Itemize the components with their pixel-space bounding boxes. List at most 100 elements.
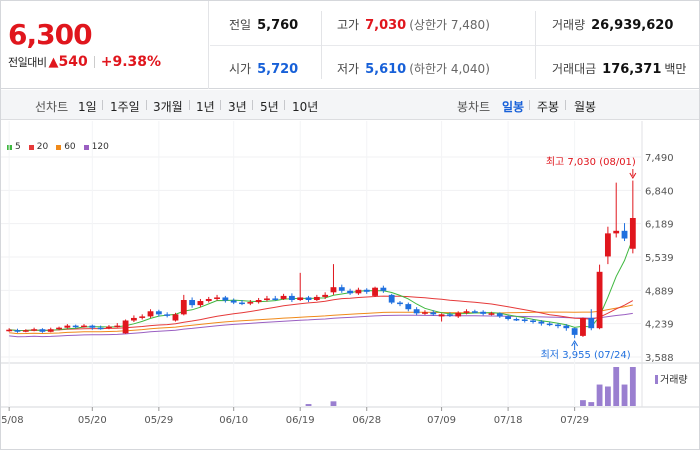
candle-body — [613, 230, 620, 234]
volume-bar — [596, 384, 603, 406]
high-annotation: 최고 7,030 (08/01) — [546, 156, 636, 168]
divider — [102, 100, 103, 110]
candle-body — [380, 287, 387, 291]
legend-label: 120 — [91, 142, 109, 152]
candle-body — [496, 313, 503, 317]
candle-body — [6, 329, 13, 332]
stat-label: 시가 — [229, 62, 252, 76]
candle-body — [247, 302, 254, 304]
x-tick-label: 06/10 — [219, 415, 248, 426]
stat-open: 시가 5,720 — [229, 60, 298, 77]
period-3y[interactable]: 3년 — [228, 100, 247, 114]
candle-body — [397, 302, 403, 305]
legend-ma20[interactable]: 20 — [28, 142, 49, 152]
candle-body — [480, 311, 487, 314]
period-3m[interactable]: 3개월 — [153, 100, 183, 114]
candle-body — [31, 329, 38, 331]
legend-label: 5 — [15, 142, 21, 152]
ma20-line — [9, 295, 634, 332]
candle-body — [580, 317, 586, 336]
y-tick-label: 5,539 — [645, 253, 674, 264]
volume-bar — [629, 367, 636, 406]
candle-body — [64, 325, 71, 328]
candle-body — [446, 314, 453, 316]
candle-body — [114, 325, 121, 328]
volume-bar — [613, 367, 620, 406]
candle-body — [629, 217, 636, 249]
volume-bar — [330, 401, 337, 406]
change-value: 540 — [58, 54, 88, 70]
candle-body — [14, 330, 21, 332]
candle-body — [214, 297, 220, 299]
candle-body — [463, 311, 470, 313]
volume-bar — [580, 400, 586, 406]
divider — [565, 100, 566, 110]
stat-value: 176,371 — [602, 62, 662, 77]
stats-table: 전일 5,760 고가 7,030 (상한가 7,480) 거래량 26,939,620… — [210, 1, 699, 89]
legend-label: 20 — [36, 142, 49, 152]
stat-amount: 거래대금 176,371 백만 — [552, 60, 686, 77]
candle-daily[interactable]: 일봉 — [502, 100, 525, 114]
candle-body — [322, 294, 329, 297]
x-tick-label: 05/20 — [78, 415, 107, 426]
volume-bar — [604, 386, 611, 406]
legend-ma60[interactable]: 60 — [56, 142, 76, 152]
period-5y[interactable]: 5년 — [260, 100, 279, 114]
candle-body — [81, 325, 87, 328]
candle-body — [604, 233, 611, 257]
candle-body — [313, 296, 320, 301]
x-tick-label: 06/19 — [286, 415, 315, 426]
candle-body — [122, 320, 129, 334]
change-percent: +9.38% — [100, 54, 162, 70]
candle-body — [130, 317, 137, 321]
candle-body — [530, 320, 536, 323]
candle-body — [405, 304, 412, 310]
candle-body — [255, 300, 262, 303]
stat-value: 5,720 — [257, 62, 299, 77]
stat-value: 26,939,620 — [591, 18, 674, 33]
legend-ma120[interactable]: 120 — [83, 142, 109, 152]
candle-body — [372, 287, 378, 296]
low-arrow-icon — [571, 340, 579, 347]
low-annotation: 최저 3,955 (07/24) — [541, 349, 631, 361]
candle-monthly[interactable]: 월봉 — [574, 100, 597, 114]
period-1d[interactable]: 1일 — [78, 100, 97, 114]
x-tick-label: 05/08 — [1, 415, 24, 426]
candle-body — [521, 319, 528, 321]
stat-sub: (상한가 7,480) — [409, 18, 490, 32]
stat-unit: 백만 — [664, 62, 687, 76]
candle-weekly[interactable]: 주봉 — [537, 100, 560, 114]
candle-body — [230, 300, 237, 303]
current-price: 6,300 — [8, 18, 93, 51]
candle-body — [422, 312, 428, 314]
candle-body — [563, 325, 570, 329]
price-summary: 6,300 전일대비 ▲ 540 +9.38% 전일 5,760 고가 7,030(… — [1, 1, 699, 89]
candle-body — [513, 318, 520, 321]
candle-body — [22, 330, 29, 332]
period-1y[interactable]: 1년 — [196, 100, 215, 114]
legend-swatch — [28, 144, 34, 150]
x-tick-label: 07/09 — [427, 415, 456, 426]
period-10y[interactable]: 10년 — [292, 100, 319, 114]
candle-body — [106, 326, 112, 329]
candle-body — [471, 311, 478, 313]
candle-body — [89, 325, 96, 328]
candle-body — [97, 327, 104, 330]
candle-body — [280, 295, 287, 299]
candle-body — [155, 311, 162, 315]
candle-body — [56, 327, 62, 330]
stat-low: 저가 5,610 (하한가 4,040) — [337, 60, 490, 77]
volume-legend-swatch — [655, 375, 658, 384]
candle-body — [180, 300, 187, 315]
stat-value: 5,760 — [257, 18, 299, 33]
volume-bar — [305, 404, 312, 406]
y-tick-label: 3,588 — [645, 353, 674, 364]
stat-value: 7,030 — [365, 18, 407, 33]
candle-body — [189, 300, 196, 306]
candle-body — [264, 298, 270, 301]
period-1w[interactable]: 1주일 — [110, 100, 140, 114]
stat-value: 5,610 — [365, 62, 407, 77]
ma60-line — [9, 304, 633, 335]
current-price-box: 6,300 전일대비 ▲ 540 +9.38% — [1, 1, 209, 89]
candle-body — [430, 312, 437, 315]
